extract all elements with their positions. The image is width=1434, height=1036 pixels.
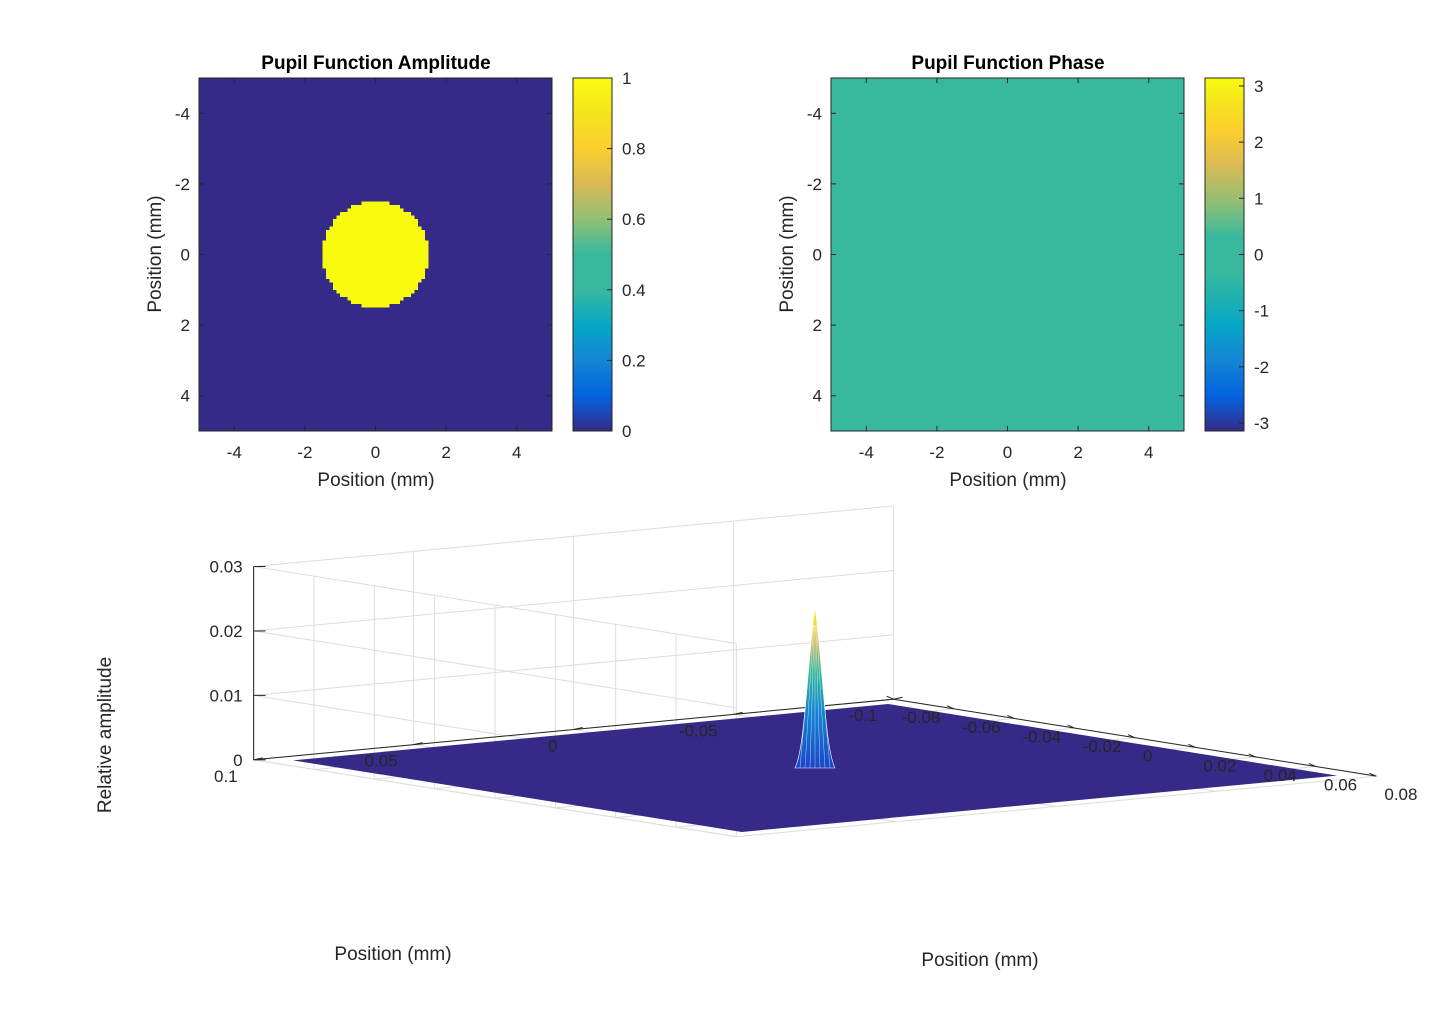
- colorbar-tick-label: 0.4: [622, 281, 646, 300]
- surface-mesh-line: [799, 624, 813, 769]
- amplitude-colorbar: [572, 77, 613, 432]
- colorbar-tick-label: -1: [1254, 302, 1269, 321]
- colorbar-tick-label: 0.2: [622, 351, 646, 370]
- x-tick-label: -2: [297, 443, 312, 462]
- phase-xlabel: Position (mm): [949, 470, 1066, 491]
- amplitude-ylabel: Position (mm): [145, 195, 166, 312]
- y-tick-label: 0: [181, 246, 190, 265]
- aperture-disk: [322, 201, 429, 308]
- y-tick-label: 0.1: [214, 767, 238, 786]
- colorbar-tick-label: -3: [1254, 414, 1269, 433]
- y-tick-mark: [893, 696, 903, 700]
- y-tick-label: 4: [813, 387, 822, 406]
- colorbar-tick-label: 0: [622, 422, 631, 441]
- colorbar-tick-label: 1: [622, 69, 631, 88]
- amplitude-y-ticks: -4 -2 0 2 4: [175, 104, 552, 406]
- surface-tick-labels: 0 0.01 0.02 0.03 -0.1 -0.05 0 0.05 0.1 -0.08 -0.06…: [210, 558, 1418, 805]
- y-tick-mark: [413, 742, 423, 746]
- surface-xlabel: Position (mm): [921, 950, 1038, 971]
- x-tick-label: 0.02: [1203, 756, 1236, 775]
- x-tick-mark: [886, 695, 894, 700]
- colorbar-tick-label: 3: [1254, 77, 1263, 96]
- amplitude-aperture: [322, 201, 429, 308]
- y-tick-label: -4: [807, 104, 822, 123]
- x-tick-label: 0: [1003, 443, 1012, 462]
- y-tick-label: 0: [813, 246, 822, 265]
- surface-mesh-line: [816, 624, 826, 769]
- amplitude-xlabel: Position (mm): [317, 470, 434, 491]
- colorbar-tick-label: 1: [1254, 189, 1263, 208]
- phase-image: [831, 78, 1184, 431]
- phase-colorbar-ticks: -3 -2 -1 0 1 2 3: [1239, 77, 1269, 433]
- y-tick-label: 0: [548, 737, 557, 756]
- phase-colorbar: [1204, 77, 1245, 432]
- surface-ylabel: Position (mm): [334, 944, 451, 965]
- z-tick-label: 0.02: [210, 622, 243, 641]
- colorbar-tick-label: 0.6: [622, 210, 646, 229]
- y-tick-label: -2: [807, 175, 822, 194]
- colorbar-tick-label: 0.8: [622, 140, 646, 159]
- y-tick-label: -4: [175, 104, 190, 123]
- surface: [292, 606, 1338, 832]
- x-tick-mark: [946, 705, 955, 710]
- x-tick-label: 4: [512, 443, 521, 462]
- x-tick-mark: [1369, 772, 1377, 777]
- x-tick-mark: [1007, 715, 1015, 719]
- y-tick-mark: [573, 727, 583, 731]
- x-tick-label: 0: [371, 443, 380, 462]
- x-tick-label: -4: [859, 443, 874, 462]
- x-tick-mark: [1127, 734, 1136, 739]
- surface-zlabel: Relative amplitude: [95, 657, 116, 813]
- phase-ylabel: Position (mm): [777, 195, 798, 312]
- amplitude-colorbar-ticks: 0 0.2 0.4 0.6 0.8 1: [607, 69, 646, 441]
- amplitude-title: Pupil Function Amplitude: [261, 53, 490, 74]
- x-tick-label: 2: [1073, 443, 1082, 462]
- colorbar-tick-label: 0: [1254, 246, 1263, 265]
- y-tick-label: 2: [813, 316, 822, 335]
- amplitude-panel: Pupil Function Amplitude -4 -2 0 2 4 -4 -2 0 2 4…: [145, 53, 646, 491]
- x-tick-label: 0: [1143, 747, 1152, 766]
- x-tick-label: 0.04: [1264, 766, 1297, 785]
- surface-mesh-line: [815, 624, 821, 769]
- x-tick-label: 0.08: [1384, 785, 1417, 804]
- z-tick-label: 0: [233, 751, 242, 770]
- x-tick-label: 0.06: [1324, 776, 1357, 795]
- phase-x-ticks: -4 -2 0 2 4: [859, 78, 1153, 462]
- y-tick-label: -0.1: [848, 706, 877, 725]
- z-tick-label: 0.01: [210, 686, 243, 705]
- z-tick-label: 0.03: [210, 558, 243, 577]
- grid-line: [253, 759, 737, 838]
- y-tick-label: 0.05: [365, 752, 398, 771]
- x-tick-label: -0.06: [962, 718, 1001, 737]
- x-tick-label: 4: [1144, 443, 1153, 462]
- amplitude-x-ticks: -4 -2 0 2 4: [227, 78, 521, 462]
- y-tick-label: 4: [181, 387, 190, 406]
- x-tick-mark: [1067, 724, 1075, 729]
- phase-y-ticks: -4 -2 0 2 4: [807, 104, 1184, 406]
- x-tick-label: -0.02: [1083, 737, 1122, 756]
- phase-title: Pupil Function Phase: [911, 53, 1104, 74]
- x-tick-mark: [1308, 763, 1317, 768]
- psf-surface-panel: 0 0.01 0.02 0.03 -0.1 -0.05 0 0.05 0.1 -0.08 -0.06…: [95, 505, 1418, 971]
- x-tick-label: -2: [929, 443, 944, 462]
- x-tick-label: -4: [227, 443, 242, 462]
- x-tick-label: -0.04: [1022, 727, 1061, 746]
- x-tick-mark: [1248, 753, 1256, 758]
- x-tick-label: 2: [441, 443, 450, 462]
- surface-mesh-line: [817, 624, 831, 769]
- phase-panel: Pupil Function Phase -4 -2 0 2 4 -4 -2 0 2 4 Pos…: [777, 53, 1269, 491]
- y-tick-mark: [253, 757, 263, 761]
- y-tick-mark: [733, 711, 743, 715]
- colorbar-tick-label: 2: [1254, 133, 1263, 152]
- y-tick-label: -2: [175, 175, 190, 194]
- y-tick-label: -0.05: [679, 721, 718, 740]
- colorbar-tick-label: -2: [1254, 358, 1269, 377]
- x-tick-label: -0.08: [902, 708, 941, 727]
- x-tick-mark: [1188, 743, 1196, 748]
- surface-mesh-line: [809, 624, 815, 769]
- surface-mesh-line: [804, 624, 814, 769]
- y-tick-label: 2: [181, 316, 190, 335]
